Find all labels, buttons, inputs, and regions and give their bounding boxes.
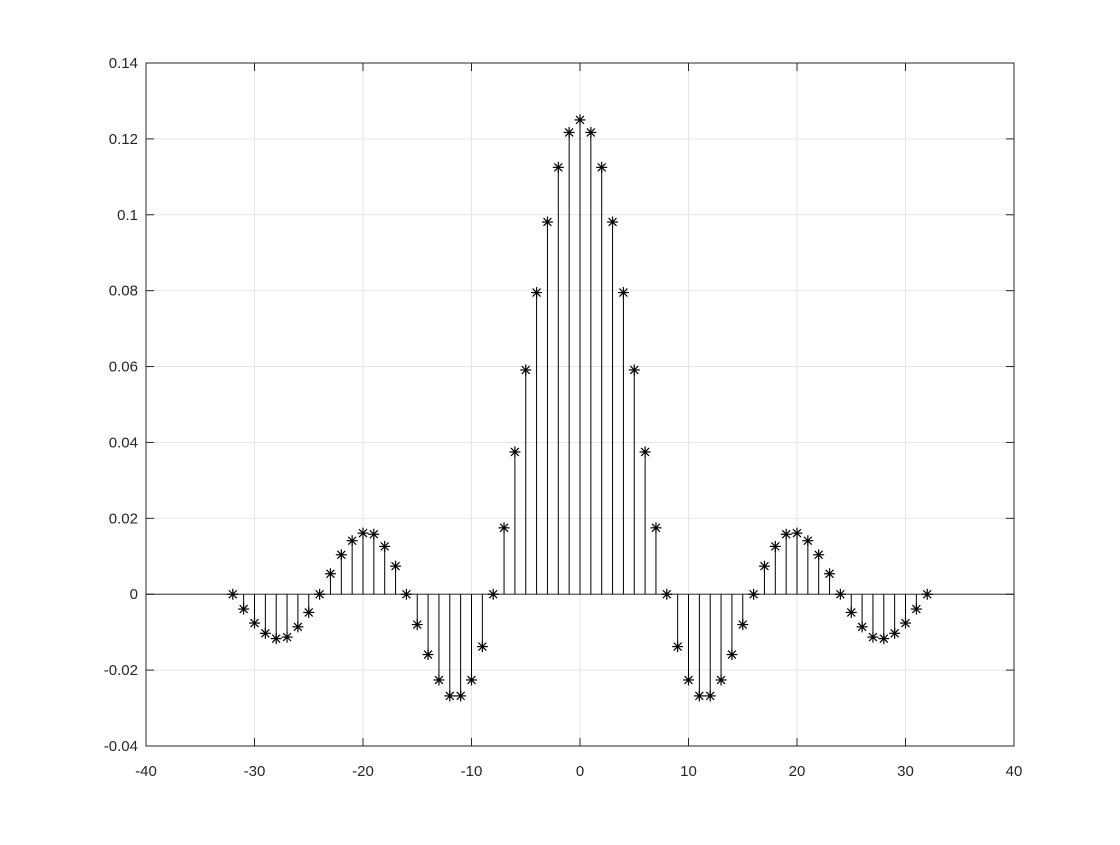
y-tick-label: -0.04 [104,738,138,755]
stem-marker [834,588,846,600]
stem-marker [476,641,488,653]
y-tick-label: 0.1 [117,207,138,224]
stem-marker [726,649,738,661]
stem-marker [238,603,250,615]
stem-marker [900,617,911,629]
stem-marker [227,588,239,600]
x-tick-label: 0 [576,763,584,780]
stem-marker [259,627,271,639]
stem-marker [433,674,445,686]
stem-marker [422,649,434,661]
stem-marker [487,588,499,600]
stem-marker [531,287,543,299]
stem-marker [552,161,564,173]
stem-marker [346,535,358,547]
y-tick-label: 0.06 [109,359,138,376]
stem-marker [628,364,640,376]
stem-marker [791,527,803,539]
stem-marker [889,627,901,639]
stem-marker [563,126,575,138]
x-tick-label: 10 [680,763,697,780]
stem-marker [292,621,304,633]
y-tick-label: 0 [130,586,138,603]
stem-marker [921,588,933,600]
stem-marker [249,617,260,629]
stem-marker [769,540,781,552]
stem-marker [498,522,510,534]
stem-marker [411,619,423,631]
stem-marker [737,619,749,631]
x-tick-label: 40 [1006,763,1023,780]
stem-marker [455,690,467,702]
stem-marker [270,633,282,645]
stem-marker [585,126,597,138]
stem-marker [444,690,456,702]
x-tick-label: 30 [897,763,914,780]
y-tick-label: -0.02 [104,662,138,679]
stem-marker [715,674,727,686]
stem-marker [704,690,716,702]
stem-marker [335,549,347,561]
y-axis-ticks: -0.04 -0.02 0 0.02 0.04 0.06 0.08 0.1 0.12 0.14 [104,55,1014,755]
stem-marker [303,606,315,618]
stem-marker [856,621,868,633]
stem-marker [400,588,412,600]
markers [227,114,933,702]
y-tick-label: 0.02 [109,510,138,527]
y-tick-label: 0.12 [109,131,138,148]
stem-marker [845,606,857,618]
stem-marker [390,560,402,572]
stem-marker [596,161,608,173]
x-axis-ticks: -40 -30 -20 -10 0 10 20 30 40 [135,63,1022,780]
stem-marker [813,549,825,561]
x-tick-label: -40 [135,763,157,780]
stem-marker [357,527,369,539]
stem-marker [541,216,553,228]
stem-marker [802,535,814,547]
stem-marker [672,641,684,653]
stem-marker [617,287,629,299]
x-tick-label: -20 [352,763,374,780]
y-tick-label: 0.08 [109,283,138,300]
stem-marker [878,633,890,645]
stem-marker [466,674,477,686]
stem-marker [281,631,293,643]
stem-marker [574,114,586,126]
stem-marker [748,588,760,600]
stem-marker [379,540,391,552]
stem-marker [758,560,770,572]
stem-marker [693,690,705,702]
stem-marker [867,631,879,643]
stem-marker [324,568,336,580]
stem-marker [607,216,619,228]
stem-marker [824,568,836,580]
stem-marker [683,674,694,686]
stem-marker [780,528,792,540]
y-tick-label: 0.04 [109,434,138,451]
stem-marker [314,588,326,600]
y-tick-label: 0.14 [109,55,138,72]
stem-marker [509,446,521,458]
stem-marker [368,528,380,540]
stem-marker [661,588,673,600]
stem-marker [650,522,662,534]
stem-marker [520,364,532,376]
x-tick-label: 20 [789,763,806,780]
x-tick-label: -30 [244,763,266,780]
stem-marker [910,603,922,615]
stem-marker [639,446,651,458]
x-tick-label: -10 [461,763,483,780]
